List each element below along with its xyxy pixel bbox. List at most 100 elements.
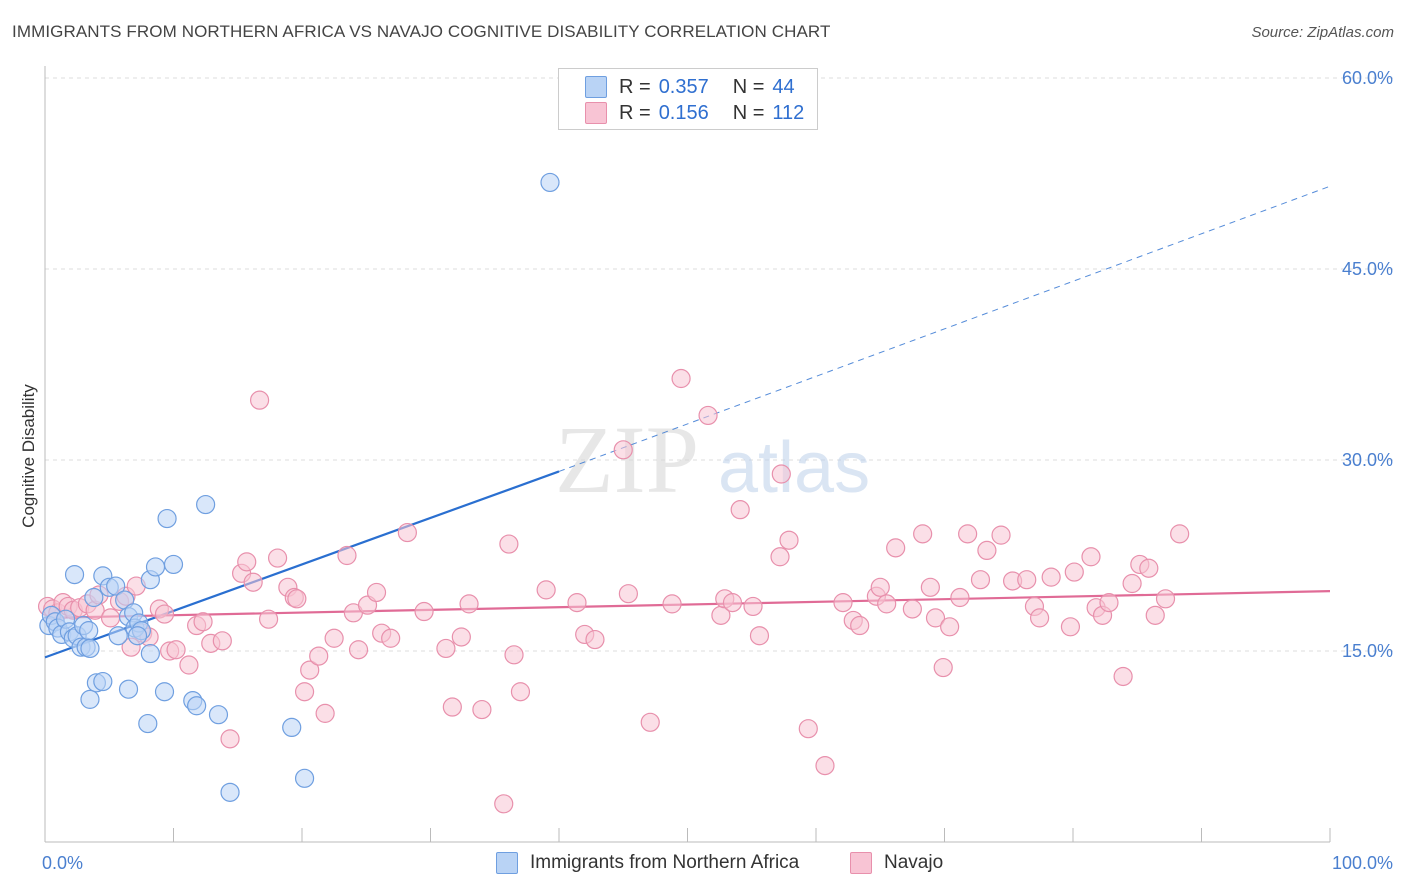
point-navajo	[1060, 617, 1081, 637]
point-navajo	[950, 587, 970, 608]
trendline-navajo	[44, 590, 1331, 619]
point-navajo	[870, 577, 890, 597]
legend-n-value: 112	[772, 101, 805, 124]
point-navajo	[442, 697, 462, 717]
point-navajo	[618, 584, 638, 604]
point-navajo	[1139, 558, 1159, 578]
point-immigrants	[93, 671, 113, 692]
point-immigrants	[163, 554, 184, 575]
point-navajo	[381, 628, 401, 648]
point-navajo	[920, 577, 940, 597]
point-navajo	[397, 522, 417, 543]
point-navajo	[451, 627, 471, 647]
point-navajo	[1113, 666, 1133, 687]
point-navajo	[294, 682, 315, 702]
point-navajo	[662, 594, 682, 614]
bottom-legend-series1: Immigrants from Northern Africa	[496, 852, 799, 874]
legend-row-series2: R = 0.156 N = 112	[585, 100, 804, 126]
point-navajo	[324, 628, 344, 648]
point-navajo	[504, 645, 524, 665]
legend-n-label: N =	[732, 101, 765, 124]
point-immigrants	[220, 782, 240, 802]
point-navajo	[348, 640, 369, 660]
point-navajo	[833, 593, 853, 613]
source-label: Source: ZipAtlas.com	[1251, 24, 1394, 41]
point-immigrants	[294, 768, 315, 788]
point-immigrants	[80, 638, 100, 659]
point-navajo	[309, 646, 329, 666]
x-tick-label: 100.0%	[1332, 853, 1393, 873]
y-tick-label: 15.0%	[1342, 641, 1393, 661]
point-navajo	[494, 794, 514, 814]
point-navajo	[499, 534, 519, 554]
point-navajo	[1064, 562, 1084, 582]
point-navajo	[722, 593, 743, 613]
point-navajo	[977, 540, 997, 561]
bottom-legend-swatch-pink	[850, 852, 872, 874]
point-navajo	[1099, 593, 1119, 613]
point-navajo	[287, 589, 307, 609]
point-navajo	[815, 755, 835, 776]
point-navajo	[300, 660, 320, 680]
point-immigrants	[157, 508, 177, 529]
point-navajo	[193, 612, 213, 632]
point-navajo	[613, 440, 633, 460]
point-navajo	[567, 593, 587, 613]
point-navajo	[414, 601, 434, 622]
point-navajo	[220, 729, 240, 749]
point-immigrants	[187, 696, 207, 716]
point-immigrants	[106, 576, 126, 596]
point-navajo	[925, 608, 946, 628]
point-navajo	[436, 638, 456, 659]
point-navajo	[779, 530, 799, 550]
point-navajo	[850, 615, 870, 636]
point-navajo	[970, 570, 991, 590]
y-tick-label: 30.0%	[1342, 450, 1393, 470]
point-immigrants	[64, 564, 85, 585]
point-navajo	[1081, 547, 1101, 567]
point-navajo	[877, 594, 897, 614]
point-navajo	[179, 655, 199, 675]
point-navajo	[337, 545, 357, 566]
point-navajo	[154, 604, 175, 624]
point-immigrants	[79, 621, 99, 641]
legend: R = 0.357 N = 44 R = 0.156 N = 112	[558, 68, 818, 130]
tick-labels: 15.0% 30.0% 45.0% 60.0% 0.0% 100.0%	[42, 68, 1393, 873]
point-navajo	[472, 699, 492, 720]
point-navajo	[315, 703, 335, 723]
bottom-legend-swatch-blue	[496, 852, 518, 874]
point-immigrants	[138, 713, 158, 734]
y-axis-label: Cognitive Disability	[19, 384, 38, 528]
point-navajo	[258, 609, 279, 629]
point-navajo	[771, 464, 791, 484]
point-navajo	[1122, 573, 1142, 594]
point-navajo	[798, 719, 818, 739]
y-tick-label: 60.0%	[1342, 68, 1393, 88]
point-navajo	[749, 626, 770, 646]
x-tick-label: 0.0%	[42, 853, 83, 873]
point-navajo	[1029, 608, 1050, 628]
point-immigrants	[127, 626, 148, 646]
bottom-legend-label-series1: Immigrants from Northern Africa	[530, 852, 800, 873]
point-navajo	[886, 538, 906, 558]
point-immigrants	[84, 587, 104, 608]
legend-swatch-blue	[585, 76, 607, 98]
point-immigrants	[282, 717, 302, 738]
point-navajo	[1145, 605, 1165, 625]
point-navajo	[243, 572, 263, 592]
point-navajo	[991, 525, 1011, 545]
point-immigrants	[145, 557, 166, 577]
watermark-atlas: atlas	[718, 428, 870, 508]
data-points	[37, 172, 1190, 814]
point-navajo	[1017, 570, 1037, 590]
point-immigrants	[196, 494, 216, 515]
point-immigrants	[154, 682, 175, 702]
point-navajo	[459, 594, 479, 614]
point-immigrants	[140, 643, 160, 664]
point-navajo	[958, 524, 978, 544]
point-navajo	[267, 548, 288, 568]
point-navajo	[902, 599, 922, 619]
legend-row-series1: R = 0.357 N = 44	[585, 74, 795, 100]
legend-n-value: 44	[772, 75, 795, 98]
